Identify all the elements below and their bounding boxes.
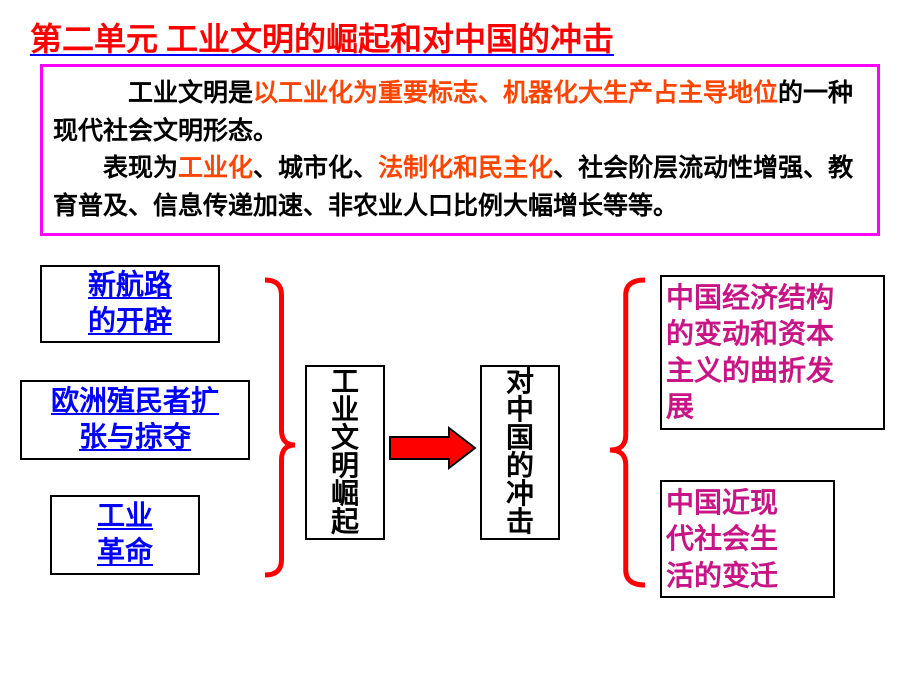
node-new-routes: 新航路 的开辟 xyxy=(40,265,220,343)
node-center2-text: 对 中 国 的 冲 击 xyxy=(506,369,534,537)
definition-paragraph-1: 工业文明是以工业化为重要标志、机器化大生产占主导地位的一种现代社会文明形态。 xyxy=(53,75,867,150)
node-colonial-expansion: 欧洲殖民者扩 张与掠夺 xyxy=(20,380,250,460)
node-industrial-rise: 工 业 文 明 崛 起 xyxy=(305,365,385,540)
arrow-icon xyxy=(390,428,475,468)
node-left1-text: 新航路 的开辟 xyxy=(88,268,172,341)
indent xyxy=(53,80,128,107)
def2-seg-3: 、城市化、 xyxy=(253,155,378,182)
def-seg-2: 以工业化为重要标志、机器化大生产占主导地位 xyxy=(253,80,778,107)
def2-seg-4: 法制化和民主化 xyxy=(378,155,553,182)
definition-box: 工业文明是以工业化为重要标志、机器化大生产占主导地位的一种现代社会文明形态。 表… xyxy=(40,64,880,236)
left-brace xyxy=(265,280,295,575)
node-industrial-rev: 工业 革命 xyxy=(50,495,200,575)
title-text: 第二单元 工业文明的崛起和对中国的冲击 xyxy=(30,21,614,57)
node-econ-change: 中国经济结构 的变动和资本 主义的曲折发 展 xyxy=(660,275,885,430)
node-center1-text: 工 业 文 明 崛 起 xyxy=(331,369,359,537)
right-brace xyxy=(610,280,645,585)
node-social-life: 中国近现 代社会生 活的变迁 xyxy=(660,480,835,598)
node-right1-text: 中国经济结构 的变动和资本 主义的曲折发 展 xyxy=(666,281,834,427)
node-left3-text: 工业 革命 xyxy=(97,499,153,572)
unit-title: 第二单元 工业文明的崛起和对中国的冲击 xyxy=(30,14,614,60)
node-impact-china: 对 中 国 的 冲 击 xyxy=(480,365,560,540)
def2-seg-2: 工业化 xyxy=(178,155,253,182)
definition-paragraph-2: 表现为工业化、城市化、法制化和民主化、社会阶层流动性增强、教育普及、信息传递加速… xyxy=(53,150,867,225)
def2-seg-1: 表现为 xyxy=(103,155,178,182)
node-left2-text: 欧洲殖民者扩 张与掠夺 xyxy=(51,384,219,457)
node-right2-text: 中国近现 代社会生 活的变迁 xyxy=(666,486,778,595)
indent2 xyxy=(53,155,103,182)
def-seg-1: 工业文明是 xyxy=(128,80,253,107)
